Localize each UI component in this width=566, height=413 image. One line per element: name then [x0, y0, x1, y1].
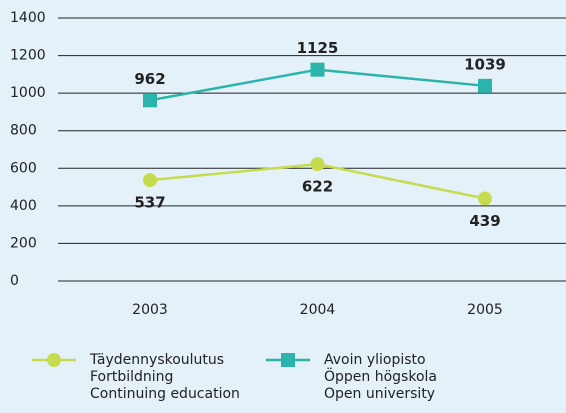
data-label: 1039 — [464, 55, 506, 73]
marker — [310, 157, 325, 172]
x-tick-label: 2003 — [132, 302, 168, 318]
y-tick-label: 1000 — [10, 85, 46, 101]
legend-line-text: Avoin yliopisto — [324, 352, 426, 368]
marker — [478, 78, 492, 93]
marker — [310, 62, 325, 77]
legend-line-text: Fortbildning — [90, 369, 173, 385]
legend-line-text: Open university — [324, 386, 435, 402]
data-label: 1125 — [297, 39, 339, 57]
marker — [143, 173, 157, 188]
y-tick-label: 1400 — [10, 10, 46, 26]
data-label: 439 — [469, 212, 500, 230]
legend-label: Avoin yliopisto Öppen högskola Open univer… — [324, 352, 437, 402]
marker — [281, 353, 295, 367]
data-label: 962 — [134, 70, 165, 88]
legend-line-text: Täydennyskoulutus — [89, 352, 224, 368]
y-tick-label: 800 — [10, 123, 37, 139]
y-tick-label: 0 — [10, 273, 19, 289]
legend-label: Täydennyskoulutus Fortbildning Continuing … — [89, 352, 240, 402]
data-label: 622 — [302, 178, 333, 196]
x-tick-label: 2004 — [300, 302, 336, 318]
y-tick-label: 600 — [10, 160, 37, 176]
y-tick-label: 1200 — [10, 48, 46, 64]
y-tick-label: 400 — [10, 198, 37, 214]
y-tick-label: 200 — [10, 235, 37, 251]
legend-line-text: Öppen högskola — [324, 367, 437, 385]
marker — [143, 93, 157, 108]
marker — [478, 191, 492, 206]
marker — [47, 353, 61, 367]
legend-line-text: Continuing education — [90, 386, 240, 402]
data-label: 537 — [134, 194, 165, 212]
x-tick-label: 2005 — [467, 302, 503, 318]
